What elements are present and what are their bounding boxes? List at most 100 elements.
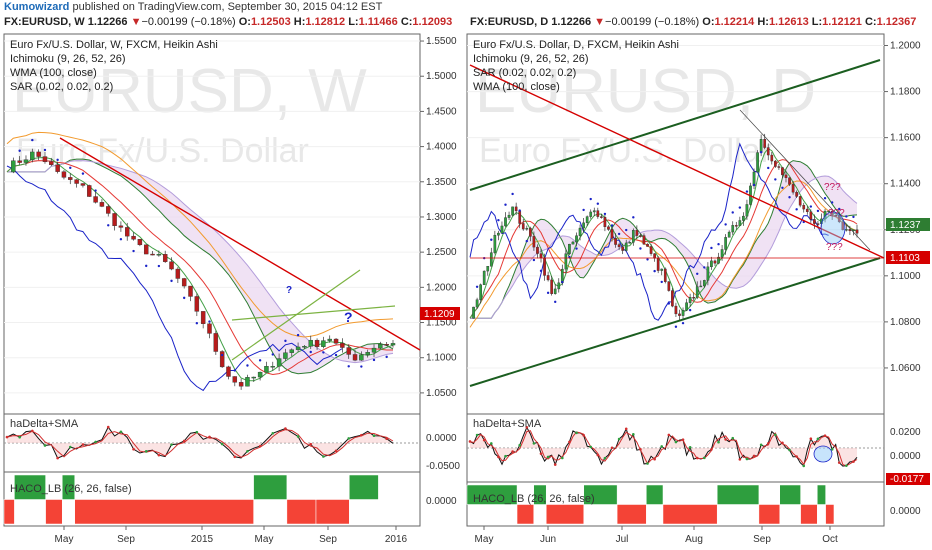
right-price-tick-6: 1.0800 (890, 317, 921, 328)
left-osc1-dot (233, 455, 237, 459)
right-candle (504, 217, 507, 227)
right-osc1-dot (816, 437, 820, 441)
right-haco-bar-up (716, 484, 760, 505)
right-candle (475, 299, 479, 308)
right-candle (482, 270, 486, 285)
left-sar-dot (385, 355, 388, 359)
right-span-b (470, 175, 858, 319)
right-haco-bar-up (817, 484, 826, 505)
left-price-tick-1: 1.5000 (426, 71, 457, 82)
left-candle (257, 371, 263, 378)
author-link[interactable]: Kumowizard (4, 1, 70, 13)
right-question-mark-0: ??? (824, 182, 841, 193)
right-osc1-dot (681, 438, 685, 441)
right-osc1-dot (717, 440, 720, 444)
left-x-tick-2: 2015 (191, 534, 214, 545)
right-trendline-4 (739, 109, 871, 251)
right-candle (532, 236, 536, 248)
right-trendline-0 (469, 59, 881, 191)
left-sar-dot (334, 353, 338, 357)
right-candle (603, 217, 607, 227)
left-candle (74, 179, 79, 184)
left-candle (42, 156, 48, 162)
published-text: published on TradingView.com, September … (69, 1, 383, 13)
left-x-tick-0: May (55, 534, 74, 545)
left-candle (327, 338, 332, 341)
left-sar-dot (246, 364, 249, 367)
right-candle (507, 214, 511, 218)
right-sar-dot (660, 280, 663, 284)
left-price-tick-4: 1.3500 (426, 177, 457, 188)
right-osc1-dot (745, 457, 749, 461)
right-trendline-2 (469, 64, 885, 259)
right-candle (614, 238, 617, 245)
right-candle (802, 205, 806, 210)
right-candle (738, 220, 742, 226)
left-candle (169, 261, 174, 270)
right-sar-dot (852, 215, 855, 219)
left-sar-dot (208, 320, 211, 323)
right-osc1-dot (603, 456, 607, 460)
left-candle (181, 278, 187, 287)
right-osc1-dot (646, 462, 649, 465)
right-marker-red-bg (886, 251, 930, 264)
left-price-tick-10: 1.0500 (426, 388, 457, 399)
left-osc1-dot (31, 429, 34, 433)
left-osc1-dot (208, 435, 211, 439)
right-legend-3: WMA (100, close) (473, 81, 560, 93)
right-candle (653, 253, 656, 259)
right-sar-dot (738, 206, 742, 209)
left-sar-dot (309, 350, 312, 354)
right-osc1-dot (561, 456, 564, 460)
left-x-tick-4: Sep (319, 534, 337, 545)
left-candle (49, 161, 54, 165)
right-sar-dot (497, 218, 500, 222)
right-candle (656, 258, 660, 271)
right-haco-bar-down (758, 504, 781, 525)
right-osc1-dot (837, 461, 841, 464)
right-osc1-dot (724, 438, 727, 441)
right-osc1-dot (624, 427, 628, 431)
left-haco-bar-up (253, 474, 288, 500)
left-candle (384, 344, 389, 346)
right-candle (546, 275, 550, 281)
left-candle (118, 225, 124, 228)
left-legend-1: Ichimoku (9, 26, 52, 26) (10, 53, 126, 65)
right-candle (472, 306, 475, 319)
right-candle (578, 227, 582, 236)
left-x-tick-5: 2016 (385, 534, 408, 545)
left-price-tick-8: 1.1500 (426, 318, 457, 329)
left-candle (232, 376, 238, 383)
right-candle (816, 223, 820, 225)
right-highlight-circle (820, 211, 846, 245)
right-question-mark-2: ??? (826, 242, 843, 253)
down-arrow-icon: ▼ (594, 16, 606, 28)
left-osc1-dot (334, 449, 338, 453)
right-haco-bar-up (779, 484, 801, 505)
right-sar-dot (795, 208, 798, 211)
left-candle (55, 164, 60, 172)
right-last: 1.12266 (551, 16, 592, 28)
right-sar-dot (525, 239, 529, 243)
right-osc1-dot (482, 438, 486, 442)
right-candle (518, 210, 522, 224)
right-kijun-line (469, 159, 858, 319)
right-candle (646, 243, 649, 247)
right-trendline-1 (469, 257, 881, 387)
left-high: 1.12812 (305, 16, 346, 28)
right-candle (763, 139, 767, 148)
left-candle (213, 333, 219, 352)
right-sar-dot (781, 186, 784, 190)
left-sar-dot (271, 353, 274, 356)
right-candle (692, 297, 696, 299)
right-candle (724, 237, 727, 250)
right-osc1-dot (830, 448, 834, 451)
right-osc1-tick-0: 0.0200 (890, 427, 921, 438)
left-osc1-dot (309, 442, 313, 446)
left-candle (87, 185, 92, 197)
right-sar-dot (703, 266, 706, 269)
right-candle (720, 249, 724, 258)
left-osc1-dot (284, 427, 287, 430)
right-x-tick-4: Sep (753, 534, 771, 545)
